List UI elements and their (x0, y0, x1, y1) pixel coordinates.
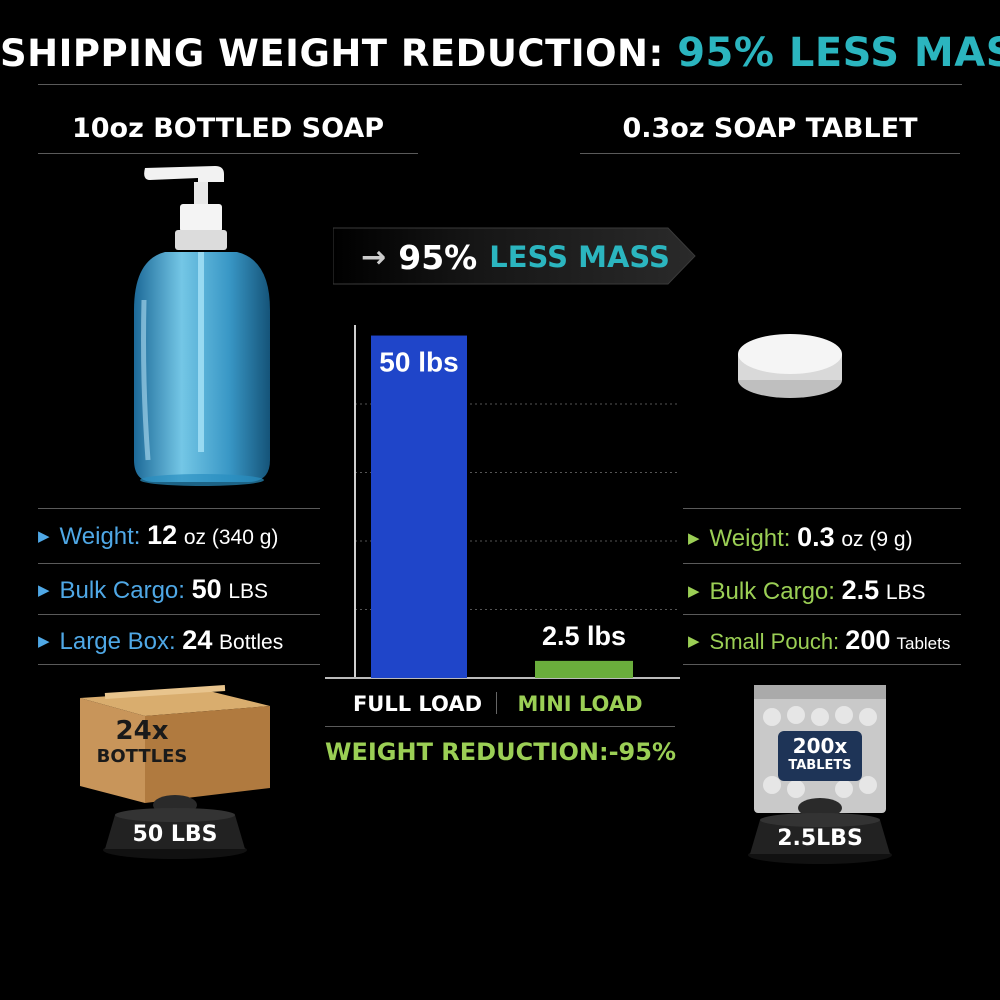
soap-tablet-icon (738, 334, 842, 398)
left-stats-bottom-rule (38, 664, 320, 665)
category-label-full-load: FULL LOAD (352, 692, 483, 716)
title-highlight: 95% LESS MASS (677, 30, 1000, 76)
scale-weight-icon (103, 795, 247, 859)
right-stat-small-pouch: ▶ Small Pouch: 200 Tablets (688, 625, 951, 655)
bar-mini-load (535, 660, 633, 678)
title-prefix: SHIPPING WEIGHT REDUCTION: (0, 32, 664, 75)
right-stat-bulk-cargo: ▶ Bulk Cargo: 2.5 LBS (688, 575, 926, 605)
left-heading: 10oz BOTTLED SOAP (71, 113, 385, 144)
left-stats-top-rule (38, 508, 320, 509)
cardboard-box-icon (80, 685, 270, 803)
banner: → 95% LESS MASS (333, 230, 698, 284)
banner-percent: 95% (398, 237, 478, 277)
right-heading-divider (580, 153, 960, 154)
bullet-triangle-icon: ▶ (38, 528, 50, 545)
bullet-triangle-icon: ▶ (688, 583, 700, 600)
pouch-label: 200x TABLETS (788, 734, 852, 773)
bar-value-label: 50 lbs (379, 347, 458, 378)
right-stats-top-rule (683, 508, 961, 509)
banner-arrow-shape (333, 227, 696, 285)
right-stats-bottom-rule (683, 664, 961, 665)
left-stat-weight: ▶ Weight: 12 oz (340 g) (38, 520, 279, 550)
left-stat-large-box: ▶ Large Box: 24 Bottles (38, 625, 284, 655)
arrow-right-icon: → (361, 239, 387, 275)
banner-text: LESS MASS (489, 240, 670, 274)
bar-value-label: 2.5 lbs (542, 621, 626, 651)
left-stat-bulk-cargo: ▶ Bulk Cargo: 50 LBS (38, 574, 269, 604)
category-separator (496, 692, 497, 714)
right-stats-rule (683, 614, 961, 615)
bullet-triangle-icon: ▶ (688, 530, 700, 547)
bullet-triangle-icon: ▶ (688, 633, 700, 650)
left-stats-rule (38, 563, 320, 564)
scale-weight-icon (748, 798, 892, 864)
right-heading: 0.3oz SOAP TABLET (622, 113, 918, 144)
soap-bottle-icon (134, 166, 270, 486)
bar-full-load (371, 335, 467, 678)
bullet-triangle-icon: ▶ (38, 582, 50, 599)
right-scale-label: 2.5LBS (777, 826, 863, 851)
weight-reduction-text: WEIGHT REDUCTION:-95% (325, 738, 676, 766)
weight-bar-chart: 50 lbs 2.5 lbs (325, 325, 680, 679)
tablet-pouch-icon (754, 685, 886, 813)
right-stat-weight: ▶ Weight: 0.3 oz (9 g) (688, 522, 913, 552)
chart-bottom-rule (325, 726, 675, 727)
left-scale-label: 50 LBS (132, 822, 218, 847)
box-label: 24x BOTTLES (96, 716, 188, 767)
right-stats-rule (683, 563, 961, 564)
left-heading-divider (38, 153, 418, 154)
category-label-mini-load: MINI LOAD (517, 692, 643, 716)
title-divider (38, 84, 962, 85)
left-stats-rule (38, 614, 320, 615)
bullet-triangle-icon: ▶ (38, 633, 50, 650)
page-title: SHIPPING WEIGHT REDUCTION: 95% LESS MASS (0, 30, 1000, 76)
